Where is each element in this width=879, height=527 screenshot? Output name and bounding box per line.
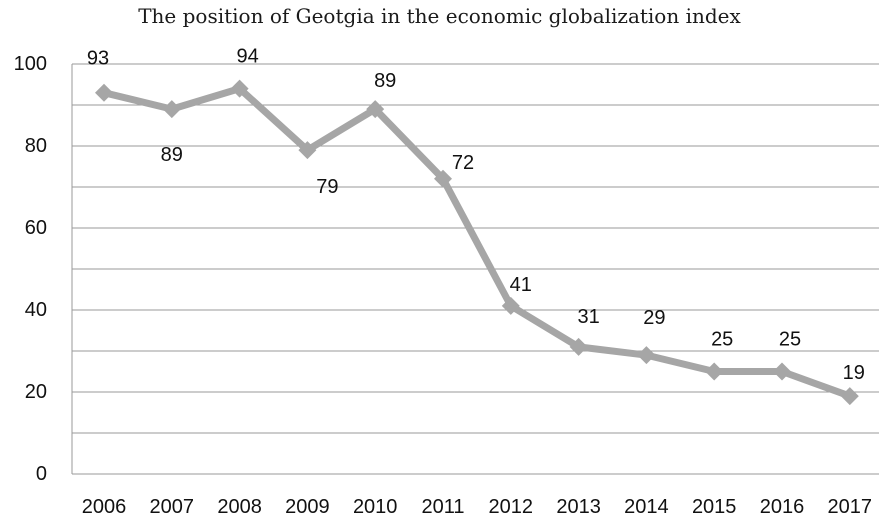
data-label: 29 [643,307,665,329]
series-line [100,85,854,400]
y-tick-label: 40 [25,299,47,321]
data-label: 79 [316,176,338,198]
series [95,79,859,406]
x-tick-label: 2013 [556,496,601,518]
data-point-marker [230,79,249,98]
axes [71,64,879,475]
data-label: 89 [161,144,183,166]
data-label: 72 [452,152,474,174]
x-tick-label: 2014 [624,496,669,518]
x-tick-label: 2012 [489,496,534,518]
x-tick-label: 2008 [217,496,262,518]
data-point-marker [298,141,317,160]
data-point-marker [366,100,385,119]
data-label: 31 [577,306,599,328]
x-tick-label: 2007 [150,496,195,518]
y-tick-label: 20 [25,381,47,403]
x-tick-label: 2015 [692,496,737,518]
y-tick-label: 100 [14,53,47,75]
data-point-marker [840,387,859,406]
gridlines [72,63,879,434]
data-label: 19 [843,362,865,384]
data-label: 89 [374,70,396,92]
x-tick-label: 2006 [82,496,127,518]
chart-title: The position of Geotgia in the economic … [138,4,741,28]
y-tick-label: 80 [25,135,47,157]
data-label: 25 [711,329,733,351]
y-tick-label: 60 [25,217,47,239]
x-tick-label: 2017 [828,496,873,518]
data-point-marker [95,83,113,102]
data-point-marker [501,296,520,315]
y-tick-labels: 0 20 40 60 80 100 [14,53,47,485]
data-label: 94 [236,46,258,68]
x-tick-label: 2011 [421,496,464,518]
x-tick-labels: 2006 2007 2008 2009 2010 2011 2012 2013 2014 2015… [82,496,872,518]
data-point-marker [705,362,724,381]
y-tick-label: 0 [36,463,47,485]
data-point-marker [162,100,181,119]
x-tick-label: 2009 [285,496,330,518]
x-tick-label: 2016 [760,496,805,518]
data-labels: 93 89 94 79 89 72 41 31 29 25 25 19 [87,46,865,385]
x-tick-label: 2010 [353,496,398,518]
data-label: 25 [779,329,801,351]
data-point-marker [569,337,588,356]
data-label: 41 [510,274,532,296]
data-label: 93 [87,48,109,70]
data-point-marker [434,169,452,188]
data-point-marker [773,362,791,381]
data-point-marker [637,346,656,365]
